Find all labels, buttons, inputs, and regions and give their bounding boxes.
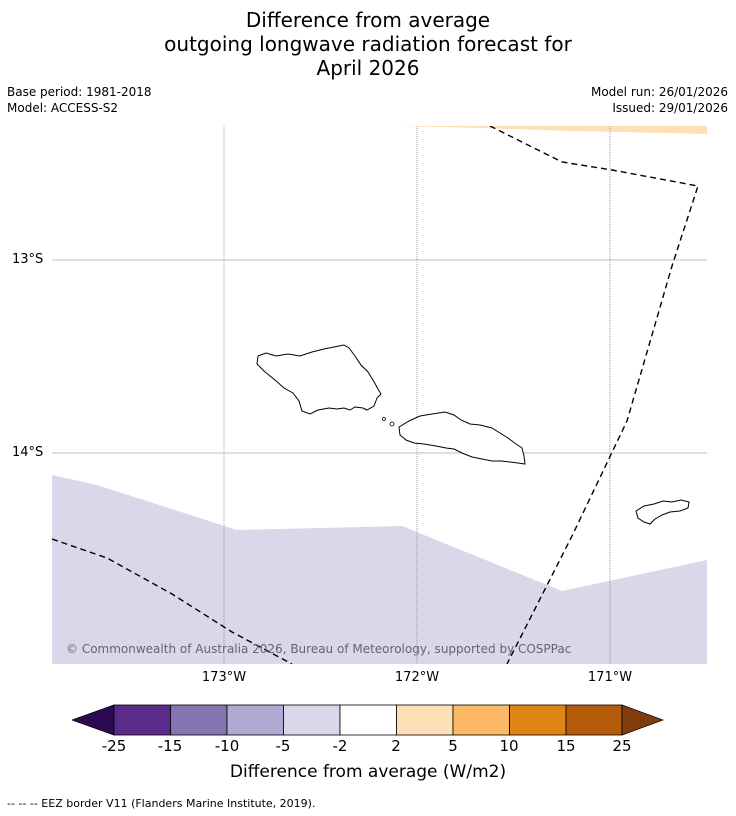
colorbar-tick: 10 — [499, 737, 519, 755]
anomaly-band-positive — [396, 126, 707, 134]
chart-title: Difference from average outgoing longwav… — [0, 8, 736, 80]
colorbar-bin-2 — [170, 704, 228, 736]
lat-label-13s: 13°S — [12, 252, 44, 267]
map-credit: © Commonwealth of Australia 2026, Bureau… — [66, 642, 572, 656]
colorbar-tick: -5 — [275, 737, 291, 755]
model-name: Model: ACCESS-S2 — [7, 101, 119, 115]
colorbar-bin-8 — [509, 704, 567, 736]
colorbar-tick: -2 — [332, 737, 348, 755]
title-line-2: outgoing longwave radiation forecast for — [164, 32, 572, 56]
title-line-1: Difference from average — [245, 8, 491, 32]
title-line-3: April 2026 — [316, 56, 420, 80]
colorbar-extend-low — [72, 704, 115, 736]
base-period: Base period: 1981-2018 — [7, 85, 152, 99]
lon-label-171w: 171°W — [587, 670, 633, 685]
anomaly-band-negative — [52, 475, 707, 664]
island-savaii — [256, 344, 382, 415]
island-tutuila — [635, 499, 690, 525]
lon-label-172w: 172°W — [394, 670, 440, 685]
colorbar-tick: -10 — [214, 737, 240, 755]
colorbar-tick: 5 — [448, 737, 458, 755]
island-apolima — [382, 417, 386, 421]
meta-left: Base period: 1981-2018 Model: ACCESS-S2 — [7, 84, 152, 116]
colorbar-tick: -15 — [157, 737, 183, 755]
island-manono — [389, 421, 395, 427]
colorbar-tick: 25 — [612, 737, 632, 755]
eez-legend: -- -- -- EEZ border V11 (Flanders Marine… — [7, 797, 316, 810]
colorbar-label: Difference from average (W/m2) — [229, 762, 507, 782]
colorbar-bin-7 — [452, 704, 510, 736]
colorbar-tick: -25 — [101, 737, 127, 755]
colorbar-bin-9 — [565, 704, 623, 736]
colorbar-extend-high — [621, 704, 664, 736]
issued-date: Issued: 29/01/2026 — [612, 101, 728, 115]
lat-label-14s: 14°S — [12, 445, 44, 460]
colorbar — [72, 704, 664, 736]
colorbar-tick: 15 — [556, 737, 576, 755]
lon-label-173w: 173°W — [201, 670, 247, 685]
colorbar-bin-6 — [396, 704, 454, 736]
island-upolu — [398, 411, 526, 465]
meta-right: Model run: 26/01/2026 Issued: 29/01/2026 — [591, 84, 728, 116]
colorbar-bin-5 — [339, 704, 397, 736]
eez-border-southwest — [52, 538, 293, 664]
colorbar-tick: 2 — [391, 737, 401, 755]
eez-border-samoa — [489, 126, 699, 664]
colorbar-bin-3 — [226, 704, 284, 736]
grid-lines — [52, 126, 707, 664]
map-panel — [52, 126, 707, 664]
colorbar-bin-1 — [113, 704, 171, 736]
colorbar-bin-4 — [283, 704, 341, 736]
model-run: Model run: 26/01/2026 — [590, 85, 728, 99]
